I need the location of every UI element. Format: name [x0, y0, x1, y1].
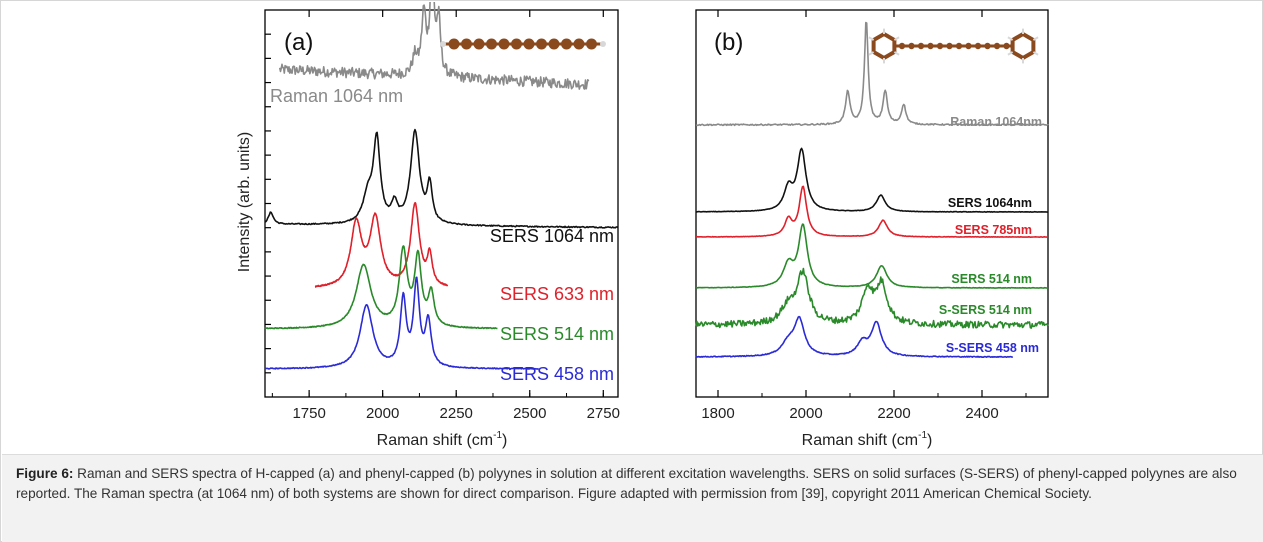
series-label: SERS 785nm: [955, 223, 1032, 237]
carbon-atom: [498, 38, 510, 50]
carbon-atom: [1003, 42, 1010, 50]
x-tick-label: 2000: [366, 405, 399, 422]
caption-text: Raman and SERS spectra of H-capped (a) a…: [16, 466, 1237, 501]
ring-hydrogen: [1032, 51, 1039, 56]
x-tick-label: 2250: [440, 405, 473, 422]
ring-hydrogen: [893, 36, 900, 41]
x-tick-label: 1750: [292, 405, 325, 422]
panel-b: 1800 2000 2200 2400 Raman 1064nm SERS 1064nm…: [695, 9, 1049, 449]
series-label: SERS 514 nm: [500, 324, 614, 344]
x-tick-label: 2000: [789, 405, 822, 422]
panel-b-frame: [695, 9, 1049, 398]
carbon-atom: [486, 38, 497, 50]
carbon-atom: [573, 38, 585, 50]
panel-b-series: Raman 1064nm SERS 1064nm SERS 785nm SERS 51…: [695, 21, 1049, 359]
carbon-atom: [561, 38, 572, 50]
series-line: [695, 315, 1014, 359]
series-label: SERS 633 nm: [500, 284, 614, 304]
panel-a: 1750 2000 2250 2500 2750 Raman 1064 nm SERS 1…: [236, 0, 620, 449]
figure-caption: Figure 6: Raman and SERS spectra of H-ca…: [2, 454, 1263, 542]
panel-a-xlabel-end: ): [502, 432, 507, 449]
series-label: SERS 1064nm: [948, 196, 1032, 210]
panel-b-xlabel: Raman shift (cm-1): [802, 430, 933, 449]
ring-hydrogen: [868, 51, 875, 56]
series-line: [695, 21, 1049, 127]
panel-a-xlabel-main: Raman shift (cm: [377, 432, 493, 449]
phenyl-capped-polyyne-molecule-icon: [868, 28, 1039, 64]
series-line: [264, 245, 498, 330]
carbon-atom: [917, 42, 925, 50]
carbon-atom: [536, 38, 547, 50]
carbon-atom: [965, 42, 972, 50]
carbon-atom: [461, 38, 472, 50]
phenyl-ring: [1010, 31, 1036, 61]
x-tick-label: 1800: [701, 405, 734, 422]
series-label: SERS 514 nm: [951, 272, 1032, 286]
series-line: [695, 147, 1048, 213]
carbon-atom: [984, 42, 991, 50]
series-line: [695, 185, 1049, 238]
carbon-atom: [548, 38, 560, 50]
panel-a-y-ticks: [265, 33, 271, 374]
panel-a-series: Raman 1064 nm SERS 1064 nm SERS 633 nm SERS…: [264, 0, 619, 384]
series-label: Raman 1064nm: [950, 115, 1042, 129]
carbon-atom: [993, 42, 1001, 50]
carbon-atom: [448, 38, 460, 50]
carbon-atom: [955, 42, 963, 50]
hydrogen-atom: [440, 41, 446, 47]
ring-hydrogen: [868, 36, 875, 41]
panel-a-label: (a): [284, 29, 313, 56]
caption-label: Figure 6:: [16, 466, 74, 481]
panel-b-xlabel-main: Raman shift (cm: [802, 432, 918, 449]
carbon-atom: [974, 42, 982, 50]
x-tick-label: 2200: [877, 405, 910, 422]
series-label: SERS 458 nm: [500, 364, 614, 384]
panel-b-xlabel-end: ): [927, 432, 932, 449]
ring-hydrogen: [893, 51, 900, 56]
series-line: [278, 0, 590, 90]
series-line: [314, 202, 449, 288]
x-tick-label: 2750: [587, 405, 620, 422]
series-line: [695, 223, 1049, 289]
x-tick-label: 2400: [965, 405, 998, 422]
figure-svg: 1750 2000 2250 2500 2750 Raman 1064 nm SERS 1…: [236, 0, 1049, 449]
series-label: S-SERS 514 nm: [939, 303, 1032, 317]
series-line: [695, 267, 1049, 329]
carbon-atom: [927, 42, 934, 50]
ring-hydrogen: [1032, 36, 1039, 41]
carbon-atom: [936, 42, 944, 50]
carbon-atom: [908, 42, 915, 50]
figure-area: 1750 2000 2250 2500 2750 Raman 1064 nm SERS 1…: [2, 0, 1263, 454]
carbon-atom: [473, 38, 485, 50]
panel-a-xlabel: Raman shift (cm-1): [377, 430, 508, 449]
series-line: [264, 276, 540, 370]
ring-hydrogen: [1007, 36, 1014, 41]
panel-b-xlabel-sup: -1: [918, 430, 927, 441]
ring-hydrogen: [1007, 51, 1014, 56]
panel-b-x-ticks: 1800 2000 2200 2400: [701, 10, 1027, 422]
carbon-atom: [946, 42, 953, 50]
panel-a-ylabel: Intensity (arb. units): [236, 132, 253, 273]
hydrogen-atom: [600, 41, 606, 47]
panel-a-xlabel-sup: -1: [493, 430, 502, 441]
series-label: SERS 1064 nm: [490, 226, 614, 246]
carbon-atom: [586, 38, 597, 50]
panel-a-x-ticks: 1750 2000 2250 2500 2750: [271, 10, 620, 422]
x-tick-label: 2500: [513, 405, 546, 422]
h-capped-polyyne-molecule-icon: [440, 38, 606, 50]
series-label: S-SERS 458 nm: [946, 341, 1039, 355]
series-line: [264, 128, 619, 229]
phenyl-ring: [871, 31, 897, 61]
series-label: Raman 1064 nm: [270, 86, 403, 106]
carbon-atom: [898, 42, 906, 50]
carbon-atom: [523, 38, 535, 50]
carbon-atom: [511, 38, 522, 50]
panel-b-label: (b): [714, 29, 743, 56]
